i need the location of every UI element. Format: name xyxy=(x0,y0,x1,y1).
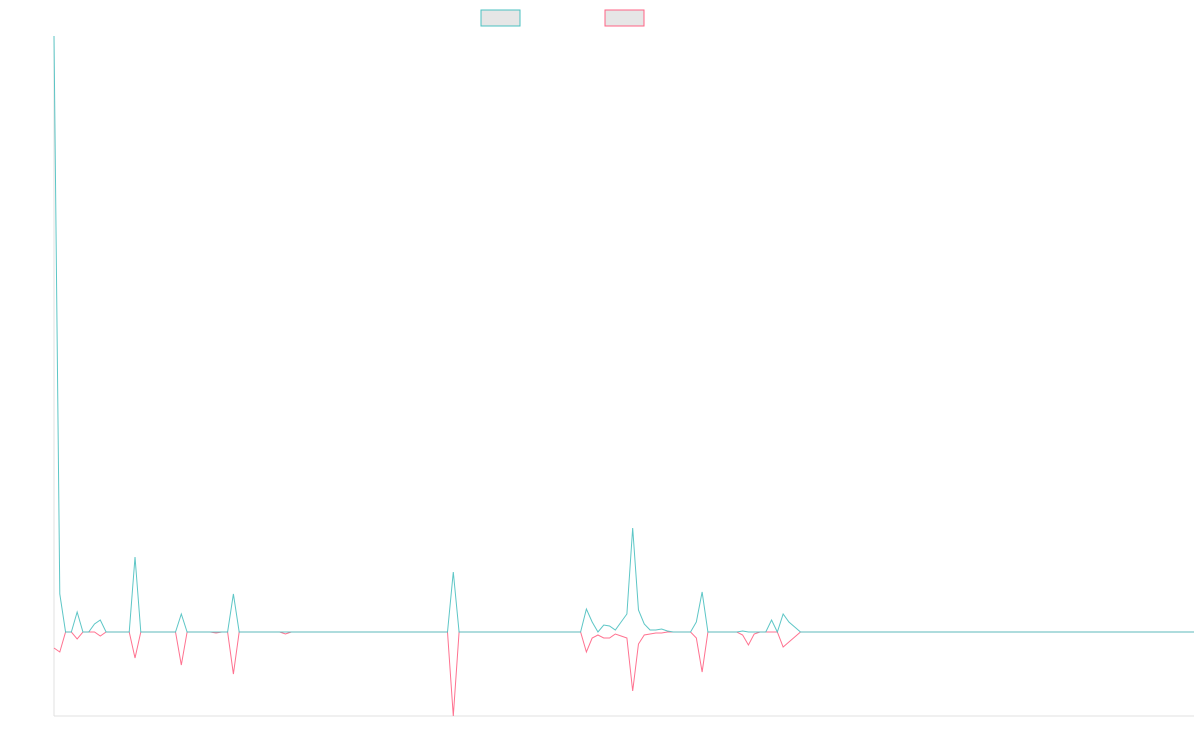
legend-swatch[interactable] xyxy=(480,9,521,27)
legend-swatch[interactable] xyxy=(604,9,645,27)
data-line xyxy=(53,631,1194,717)
data-line xyxy=(53,35,1194,634)
